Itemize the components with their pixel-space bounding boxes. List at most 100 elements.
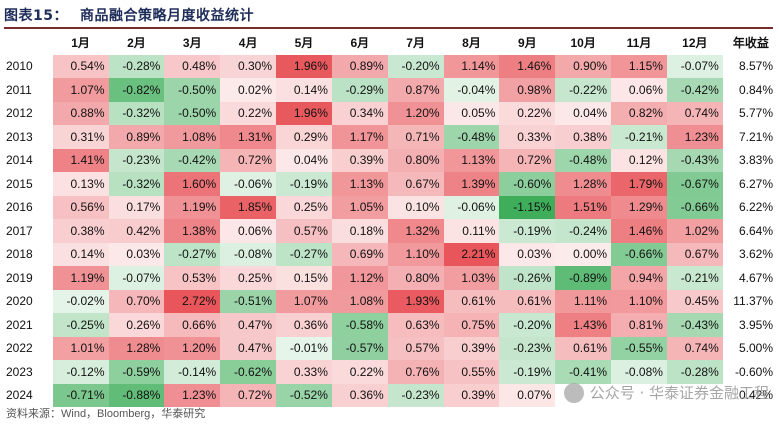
return-cell: -0.08%: [220, 242, 277, 266]
annual-return-cell: 11.37%: [733, 294, 773, 309]
year-cell: 2022: [6, 341, 33, 356]
return-cell: [666, 383, 723, 407]
return-cell: -0.50%: [164, 101, 221, 125]
header-annual: 年收益: [732, 36, 769, 51]
annual-return-cell: 5.77%: [738, 106, 773, 121]
return-cell: 0.38%: [555, 125, 612, 149]
return-cell: 0.18%: [331, 219, 388, 243]
return-cell: -0.32%: [108, 172, 165, 196]
table-row: 2020 -0.02% 0.70% 2.72% -0.51% 1.07% 1.08% 1.93…: [2, 289, 779, 313]
return-cell: 0.82%: [611, 101, 667, 125]
header-month: 10月: [570, 36, 596, 51]
return-cell: 0.69%: [331, 242, 388, 266]
return-cell: -0.50%: [164, 78, 221, 102]
return-cell: 0.13%: [52, 172, 109, 196]
return-cell: -0.04%: [443, 78, 500, 102]
return-cell: 1.93%: [387, 289, 444, 313]
return-cell: 0.39%: [443, 336, 500, 360]
year-cell: 2012: [6, 106, 33, 121]
return-cell: 0.72%: [220, 383, 277, 407]
watermark: 公众号 · 华泰证券金融工程: [563, 382, 769, 403]
return-cell: 0.05%: [443, 101, 500, 125]
return-cell: 1.10%: [611, 289, 667, 313]
annual-return-cell: 5.00%: [738, 341, 773, 356]
return-cell: -0.08%: [611, 360, 667, 384]
return-cell: 1.28%: [555, 172, 612, 196]
return-cell: 0.57%: [387, 336, 444, 360]
figure-title: 图表15： 商品融合策略月度收益统计: [4, 4, 254, 26]
annual-return-cell: 4.67%: [738, 270, 773, 285]
return-cell: -0.52%: [276, 383, 332, 407]
table-row: 2010 0.54% -0.28% 0.48% 0.30% 1.96% 0.89% -0.20…: [2, 54, 779, 78]
return-cell: 0.15%: [276, 266, 332, 290]
return-cell: 0.42%: [108, 219, 165, 243]
figure-title-text: 商品融合策略月度收益统计: [79, 8, 254, 24]
return-cell: 0.34%: [331, 101, 388, 125]
return-cell: 0.22%: [331, 360, 388, 384]
return-cell: 1.23%: [164, 383, 221, 407]
annual-return-cell: 0.84%: [738, 82, 773, 97]
return-cell: 1.13%: [331, 172, 388, 196]
return-cell: 0.54%: [52, 54, 109, 78]
return-cell: 0.88%: [52, 101, 109, 125]
return-cell: 0.61%: [499, 289, 556, 313]
return-cell: -0.28%: [666, 360, 723, 384]
header-month: 1月: [71, 36, 90, 51]
return-cell: -0.42%: [164, 148, 221, 172]
wechat-icon: [563, 382, 584, 403]
table-row: 2018 0.14% 0.03% -0.27% -0.08% -0.27% 0.69% 1.1…: [2, 242, 779, 266]
return-cell: -0.59%: [108, 360, 165, 384]
annual-return-cell: 6.27%: [738, 176, 773, 191]
return-cell: 1.13%: [443, 148, 500, 172]
return-cell: 0.11%: [443, 219, 500, 243]
table-row: 2015 0.13% -0.32% 1.60% -0.06% -0.19% 1.13% 0.6…: [2, 172, 779, 196]
return-cell: 1.39%: [443, 172, 500, 196]
return-cell: 1.20%: [387, 101, 444, 125]
annual-return-cell: -0.60%: [734, 364, 773, 379]
header-year: [2, 31, 53, 55]
return-cell: -0.57%: [331, 336, 388, 360]
year-cell: 2024: [6, 388, 33, 403]
return-cell: 0.00%: [555, 242, 612, 266]
return-cell: 0.47%: [220, 336, 277, 360]
return-cell: 0.67%: [387, 172, 444, 196]
return-cell: 1.46%: [499, 54, 556, 78]
return-cell: 1.60%: [164, 172, 221, 196]
return-cell: 2.21%: [443, 242, 500, 266]
return-cell: 0.56%: [52, 195, 109, 219]
return-cell: 0.33%: [499, 125, 556, 149]
year-cell: 2014: [6, 153, 33, 168]
header-month: 8月: [462, 36, 481, 51]
year-cell: 2021: [6, 317, 33, 332]
return-cell: 0.39%: [331, 148, 388, 172]
return-cell: 0.80%: [387, 266, 444, 290]
return-cell: 1.08%: [331, 289, 388, 313]
return-cell: 0.38%: [52, 219, 109, 243]
return-cell: 1.79%: [611, 172, 667, 196]
return-cell: -0.19%: [499, 360, 556, 384]
return-cell: -0.28%: [108, 54, 165, 78]
return-cell: -0.58%: [331, 313, 388, 337]
return-cell: 0.72%: [220, 148, 277, 172]
return-cell: 0.33%: [276, 360, 332, 384]
return-cell: 1.11%: [555, 289, 612, 313]
return-cell: 1.12%: [331, 266, 388, 290]
return-cell: 0.74%: [666, 336, 723, 360]
return-cell: 1.01%: [52, 336, 109, 360]
return-cell: 0.76%: [387, 360, 444, 384]
return-cell: 0.10%: [387, 195, 444, 219]
return-cell: 0.53%: [164, 266, 221, 290]
table-row: 2017 0.38% 0.42% 1.38% 0.06% 0.57% 0.18% 1.32% 0…: [2, 219, 779, 243]
return-cell: 0.30%: [220, 54, 277, 78]
return-cell: 0.48%: [164, 54, 221, 78]
return-cell: -0.12%: [52, 360, 109, 384]
annual-return-cell: 7.21%: [738, 129, 773, 144]
annual-return-cell: 8.57%: [738, 59, 773, 74]
return-cell: 1.19%: [52, 266, 109, 290]
year-cell: 2017: [6, 223, 33, 238]
header-month: 11月: [626, 36, 652, 51]
return-cell: 1.31%: [220, 125, 277, 149]
year-cell: 2011: [6, 82, 32, 97]
return-cell: -0.27%: [276, 242, 332, 266]
return-cell: 0.22%: [220, 101, 277, 125]
